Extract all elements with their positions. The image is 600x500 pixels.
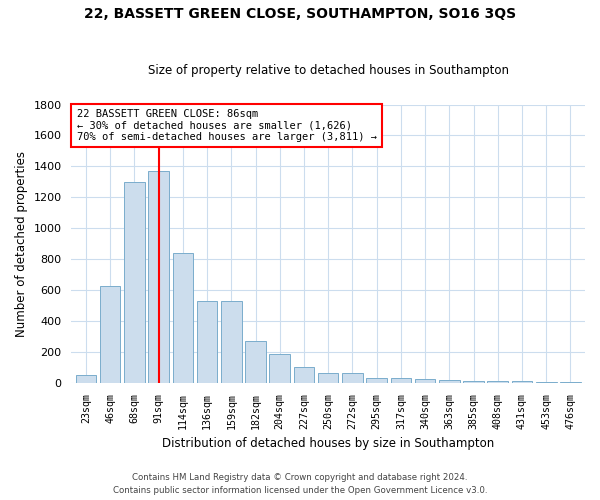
Bar — [342, 373, 363, 383]
Bar — [148, 171, 169, 383]
Bar — [124, 182, 145, 383]
Bar — [318, 373, 338, 383]
Bar — [439, 380, 460, 383]
Bar — [415, 379, 436, 383]
Title: Size of property relative to detached houses in Southampton: Size of property relative to detached ho… — [148, 64, 509, 77]
Bar — [391, 378, 411, 383]
Bar — [245, 341, 266, 383]
Bar — [487, 382, 508, 383]
Bar — [536, 382, 557, 383]
Bar — [173, 253, 193, 383]
Text: Contains HM Land Registry data © Crown copyright and database right 2024.
Contai: Contains HM Land Registry data © Crown c… — [113, 474, 487, 495]
Text: 22 BASSETT GREEN CLOSE: 86sqm
← 30% of detached houses are smaller (1,626)
70% o: 22 BASSETT GREEN CLOSE: 86sqm ← 30% of d… — [77, 108, 377, 142]
Text: 22, BASSETT GREEN CLOSE, SOUTHAMPTON, SO16 3QS: 22, BASSETT GREEN CLOSE, SOUTHAMPTON, SO… — [84, 8, 516, 22]
Bar — [293, 366, 314, 383]
Bar — [100, 286, 121, 383]
Bar — [269, 354, 290, 383]
Bar — [512, 382, 532, 383]
Bar — [197, 301, 217, 383]
Bar — [560, 382, 581, 383]
Bar — [367, 378, 387, 383]
Bar — [76, 375, 96, 383]
Bar — [463, 380, 484, 383]
Y-axis label: Number of detached properties: Number of detached properties — [15, 150, 28, 336]
Bar — [221, 301, 242, 383]
X-axis label: Distribution of detached houses by size in Southampton: Distribution of detached houses by size … — [162, 437, 494, 450]
